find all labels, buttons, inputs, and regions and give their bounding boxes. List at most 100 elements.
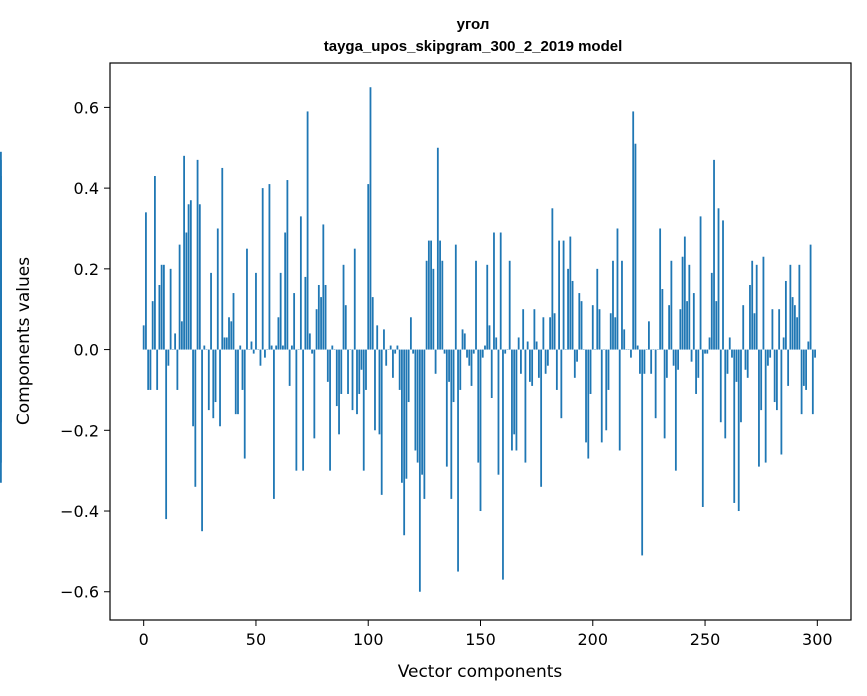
bar	[158, 284, 161, 350]
bar	[713, 159, 715, 350]
bar	[569, 236, 572, 350]
bar	[654, 349, 657, 419]
bar	[502, 349, 504, 580]
bar	[340, 349, 343, 394]
bar	[600, 349, 603, 443]
bar	[427, 240, 430, 350]
bar	[692, 293, 695, 350]
bar	[255, 272, 257, 350]
bar	[326, 349, 329, 382]
bar	[481, 349, 484, 358]
bar	[621, 260, 623, 350]
bar	[805, 349, 807, 390]
bar	[758, 349, 760, 467]
x-tick-label: 150	[465, 630, 496, 649]
bar	[744, 349, 747, 370]
bar	[762, 256, 765, 350]
bar	[358, 349, 361, 394]
x-tick-label: 300	[802, 630, 833, 649]
bar	[201, 349, 203, 532]
bar	[277, 317, 280, 350]
bar	[524, 349, 527, 463]
bar	[154, 176, 156, 350]
y-tick-label: 0.6	[74, 98, 99, 117]
bar	[809, 244, 812, 350]
bar	[735, 349, 738, 382]
bar	[0, 272, 2, 350]
bar	[542, 317, 545, 350]
bar	[362, 349, 365, 471]
bar	[165, 349, 168, 520]
bar	[398, 349, 401, 390]
bar	[252, 349, 255, 354]
bar	[776, 349, 778, 411]
bar	[225, 337, 228, 350]
bar	[522, 309, 525, 350]
bar	[232, 293, 235, 350]
bar	[306, 111, 309, 350]
bar	[414, 349, 417, 451]
bar	[546, 349, 549, 366]
bar	[751, 260, 754, 350]
bar	[796, 317, 799, 350]
bar	[189, 200, 192, 350]
bar	[484, 345, 486, 350]
bar	[338, 349, 340, 435]
bar	[369, 87, 372, 350]
bar	[196, 159, 199, 350]
bar	[367, 184, 370, 350]
bar	[802, 349, 805, 386]
bar	[493, 232, 495, 350]
bar	[432, 268, 435, 350]
bar	[674, 349, 677, 471]
bar	[207, 349, 210, 411]
bar	[454, 244, 457, 350]
bar	[228, 317, 230, 350]
bar	[679, 309, 682, 350]
y-tick-label: 0.0	[74, 341, 99, 360]
bar	[230, 321, 233, 350]
bar	[403, 349, 406, 536]
bar	[537, 349, 540, 378]
bar	[407, 349, 410, 403]
bar	[174, 333, 177, 350]
bar	[733, 349, 736, 503]
bar	[392, 349, 394, 378]
bar	[459, 349, 462, 390]
bar	[704, 349, 706, 354]
bar	[668, 305, 671, 350]
bar	[560, 349, 563, 419]
bar	[499, 232, 502, 350]
bar	[749, 284, 751, 350]
bar	[463, 333, 466, 350]
bar	[789, 264, 792, 350]
bar	[389, 345, 392, 350]
bar	[767, 349, 769, 366]
x-axis-ticks: 0 50 100 150 200 250 300	[139, 620, 833, 649]
y-tick-label: −0.2	[60, 421, 99, 440]
bar	[497, 349, 500, 475]
bar	[598, 309, 601, 350]
bar	[659, 228, 662, 350]
bar	[596, 268, 599, 350]
bar	[677, 349, 679, 370]
bar	[246, 248, 248, 350]
bar	[142, 325, 145, 350]
bar	[203, 345, 206, 350]
x-axis-label: Vector components	[398, 662, 563, 682]
bar	[293, 293, 296, 350]
bar	[504, 349, 507, 354]
bar	[439, 240, 441, 350]
bar	[273, 349, 275, 499]
bar	[237, 349, 239, 415]
bar	[520, 349, 522, 374]
bar	[436, 147, 439, 350]
bar	[800, 349, 803, 415]
bar	[787, 349, 790, 386]
bar	[695, 349, 697, 394]
bar	[243, 349, 246, 459]
bar	[782, 337, 785, 350]
bar	[585, 349, 587, 443]
bar	[753, 313, 756, 350]
